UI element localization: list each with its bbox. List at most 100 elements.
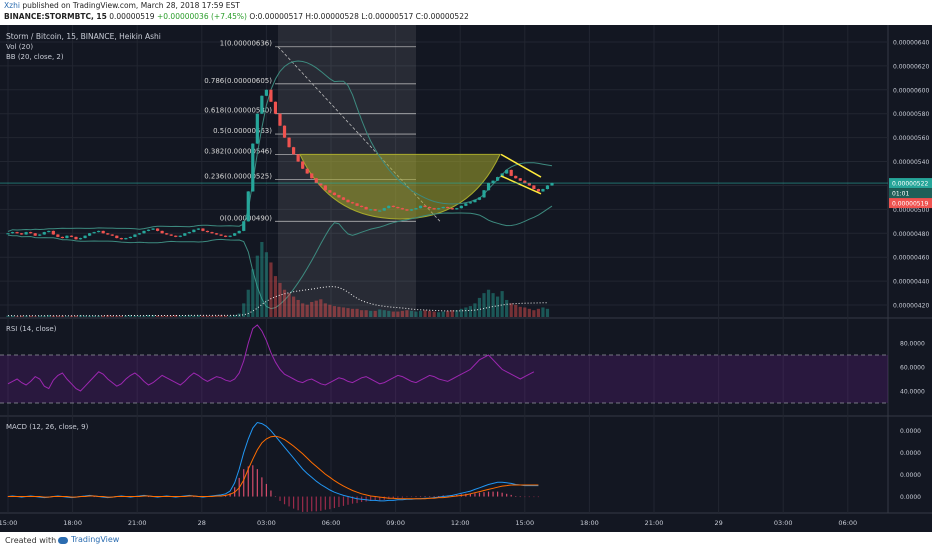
volume-bar <box>545 308 550 317</box>
volume-legend: Vol (20) <box>6 43 33 51</box>
macd-histogram-bar <box>270 490 272 497</box>
candle-body <box>414 208 418 210</box>
fib-level-label: 0.236(0.00000525) <box>204 172 272 180</box>
volume-bar <box>56 315 60 317</box>
candle-body <box>110 234 114 236</box>
price-tick-label: 0.00000480 <box>893 231 929 238</box>
time-tick-label: 06:00 <box>322 519 341 527</box>
chart-canvas[interactable]: 15:00 18:00 21:00 28 03:00 06:00 09:00 12:00 15:… <box>0 25 932 532</box>
volume-bar <box>51 315 55 317</box>
macd-histogram-bar <box>193 496 195 498</box>
macd-histogram-bar <box>397 496 399 498</box>
candle-body <box>246 191 250 222</box>
macd-histogram-bar <box>288 496 290 507</box>
candle-body <box>160 230 164 234</box>
rsi-tick-label: 40.0000 <box>900 389 925 396</box>
volume-bar <box>405 310 409 317</box>
tradingview-logo-icon <box>58 537 68 544</box>
bollinger-legend: BB (20, close, 2) <box>6 53 64 61</box>
candle-body <box>69 235 74 237</box>
bollinger-upper-band <box>7 60 553 232</box>
volume-bar <box>446 310 450 317</box>
macd-histogram-bar <box>528 496 530 498</box>
candle-body <box>545 185 550 190</box>
macd-histogram-bar <box>419 496 422 498</box>
volume-bar <box>165 315 169 317</box>
volume-bar <box>486 289 491 317</box>
macd-histogram-bar <box>392 496 394 499</box>
volume-bar <box>24 315 28 317</box>
cup-pattern <box>299 153 501 220</box>
candle-body <box>165 233 169 235</box>
macd-histogram-bar <box>283 496 286 505</box>
candle-body <box>210 232 214 234</box>
candle-body <box>29 232 33 234</box>
macd-histogram-bar <box>297 496 299 511</box>
volume-bar <box>278 282 282 317</box>
macd-histogram-bar <box>229 493 231 497</box>
volume-bar <box>183 315 187 317</box>
candle-body <box>196 228 200 230</box>
volume-bar <box>119 315 123 317</box>
volume-bar <box>450 310 454 317</box>
candle-body <box>514 175 518 179</box>
price-tick-label: 0.00000600 <box>893 87 929 94</box>
candle-body <box>201 228 205 231</box>
candle-body <box>423 205 427 207</box>
volume-bar <box>10 315 15 317</box>
time-tick-label: 06:00 <box>838 519 857 527</box>
macd-histogram-bar <box>256 469 258 497</box>
candle-body <box>319 183 323 186</box>
candle-body <box>382 208 386 211</box>
macd-histogram-bar <box>487 491 490 497</box>
volume-bar <box>337 306 341 317</box>
candle-body <box>78 238 83 240</box>
candle-body <box>183 233 187 236</box>
candle-body <box>332 192 336 196</box>
candle-body <box>255 113 259 144</box>
volume-bar <box>292 296 296 317</box>
volume-bar <box>196 314 200 317</box>
author-link[interactable]: Xzhi <box>4 1 20 10</box>
volume-bar <box>296 299 300 317</box>
macd-histogram-bar <box>401 496 403 498</box>
candle-body <box>269 89 273 102</box>
macd-histogram-bar <box>501 492 503 497</box>
candle-body <box>500 173 504 178</box>
volume-bar <box>264 252 268 317</box>
volume-bar <box>38 315 42 317</box>
volume-bar <box>205 315 210 317</box>
volume-bar <box>400 310 404 317</box>
candle-body <box>464 203 468 206</box>
candle-body <box>477 197 482 200</box>
candle-body <box>233 233 237 236</box>
candle-body <box>541 189 545 192</box>
macd-histogram-bar <box>474 493 476 497</box>
volume-bar <box>201 315 205 317</box>
candle-body <box>296 154 300 162</box>
candle-body <box>292 147 296 155</box>
candle-body <box>260 95 264 114</box>
price-tick-label: 0.00000460 <box>893 255 929 262</box>
candle-body <box>323 185 327 191</box>
macd-histogram-bar <box>510 494 512 497</box>
macd-histogram-bar <box>274 496 277 498</box>
volume-bar <box>459 308 463 317</box>
volume-bar <box>505 299 509 317</box>
candle-body <box>273 101 278 114</box>
candle-body <box>346 199 350 203</box>
chart-header: Xzhi published on TradingView.com, March… <box>0 0 932 25</box>
volume-bar <box>387 310 391 317</box>
main-legend-title: Storm / Bitcoin, 15, BINANCE, Heikin Ash… <box>6 32 161 41</box>
volume-bar <box>83 315 87 317</box>
macd-histogram-bar <box>370 496 372 501</box>
macd-tick-label: 0.0000 <box>900 472 921 479</box>
candle-body <box>219 234 223 236</box>
volume-bar <box>47 314 51 317</box>
candle-body <box>33 233 37 236</box>
macd-histogram-bar <box>315 496 317 512</box>
candle-body <box>124 238 128 240</box>
volume-bar <box>314 300 318 317</box>
volume-bar <box>101 315 105 317</box>
tradingview-brand[interactable]: TradingView <box>71 535 120 544</box>
